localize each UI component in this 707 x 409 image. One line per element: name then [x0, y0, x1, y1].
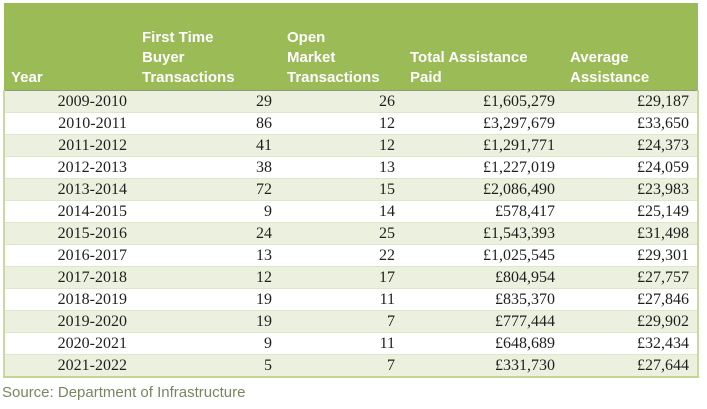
table-row: 2018-2019 19 11 £835,370 £27,846 — [3, 288, 699, 311]
table-row: 2016-2017 13 22 £1,025,545 £29,301 — [3, 244, 699, 267]
assistance-table: Year First Time Buyer Transactions Open … — [3, 3, 699, 378]
cell-total-assistance-paid: £1,291,771 — [403, 134, 563, 157]
cell-total-assistance-paid: £835,370 — [403, 288, 563, 311]
cell-first-time-buyer-transactions: 86 — [135, 112, 280, 135]
cell-open-market-transactions: 25 — [280, 222, 403, 245]
cell-average-assistance: £33,650 — [563, 112, 699, 135]
cell-first-time-buyer-transactions: 38 — [135, 156, 280, 179]
cell-year: 2014-2015 — [3, 200, 135, 223]
cell-average-assistance: £29,301 — [563, 244, 699, 267]
cell-open-market-transactions: 26 — [280, 90, 403, 113]
cell-year: 2016-2017 — [3, 244, 135, 267]
table-row: 2010-2011 86 12 £3,297,679 £33,650 — [3, 112, 699, 135]
cell-total-assistance-paid: £578,417 — [403, 200, 563, 223]
cell-year: 2019-2020 — [3, 310, 135, 333]
cell-year: 2018-2019 — [3, 288, 135, 311]
table-row: 2021-2022 5 7 £331,730 £27,644 — [3, 354, 699, 378]
cell-average-assistance: £29,187 — [563, 90, 699, 113]
cell-first-time-buyer-transactions: 72 — [135, 178, 280, 201]
cell-average-assistance: £27,644 — [563, 354, 699, 378]
col-header-total-assistance-paid: Total Assistance Paid — [403, 3, 563, 91]
cell-year: 2015-2016 — [3, 222, 135, 245]
table-row: 2015-2016 24 25 £1,543,393 £31,498 — [3, 222, 699, 245]
cell-year: 2011-2012 — [3, 134, 135, 157]
table-row: 2017-2018 12 17 £804,954 £27,757 — [3, 266, 699, 289]
cell-total-assistance-paid: £1,605,279 — [403, 90, 563, 113]
col-header-year: Year — [4, 3, 135, 91]
cell-first-time-buyer-transactions: 19 — [135, 288, 280, 311]
table-body: 2009-2010 29 26 £1,605,279 £29,187 2010-2011 8… — [3, 90, 699, 378]
cell-total-assistance-paid: £648,689 — [403, 332, 563, 355]
cell-open-market-transactions: 13 — [280, 156, 403, 179]
col-header-average-assistance: Average Assistance — [563, 3, 698, 91]
cell-total-assistance-paid: £804,954 — [403, 266, 563, 289]
table-row: 2009-2010 29 26 £1,605,279 £29,187 — [3, 90, 699, 113]
cell-year: 2020-2021 — [3, 332, 135, 355]
cell-open-market-transactions: 7 — [280, 354, 403, 378]
cell-total-assistance-paid: £1,025,545 — [403, 244, 563, 267]
cell-first-time-buyer-transactions: 12 — [135, 266, 280, 289]
cell-year: 2021-2022 — [3, 354, 135, 378]
cell-open-market-transactions: 11 — [280, 332, 403, 355]
cell-year: 2013-2014 — [3, 178, 135, 201]
cell-total-assistance-paid: £3,297,679 — [403, 112, 563, 135]
table-row: 2014-2015 9 14 £578,417 £25,149 — [3, 200, 699, 223]
cell-first-time-buyer-transactions: 5 — [135, 354, 280, 378]
cell-first-time-buyer-transactions: 24 — [135, 222, 280, 245]
cell-first-time-buyer-transactions: 41 — [135, 134, 280, 157]
cell-average-assistance: £27,846 — [563, 288, 699, 311]
cell-total-assistance-paid: £2,086,490 — [403, 178, 563, 201]
cell-open-market-transactions: 7 — [280, 310, 403, 333]
cell-average-assistance: £25,149 — [563, 200, 699, 223]
cell-average-assistance: £32,434 — [563, 332, 699, 355]
cell-total-assistance-paid: £331,730 — [403, 354, 563, 378]
cell-open-market-transactions: 12 — [280, 134, 403, 157]
cell-average-assistance: £24,373 — [563, 134, 699, 157]
cell-average-assistance: £24,059 — [563, 156, 699, 179]
cell-total-assistance-paid: £1,227,019 — [403, 156, 563, 179]
cell-first-time-buyer-transactions: 9 — [135, 332, 280, 355]
cell-year: 2012-2013 — [3, 156, 135, 179]
cell-first-time-buyer-transactions: 13 — [135, 244, 280, 267]
cell-average-assistance: £31,498 — [563, 222, 699, 245]
cell-open-market-transactions: 12 — [280, 112, 403, 135]
cell-year: 2010-2011 — [3, 112, 135, 135]
cell-total-assistance-paid: £777,444 — [403, 310, 563, 333]
cell-open-market-transactions: 15 — [280, 178, 403, 201]
cell-average-assistance: £27,757 — [563, 266, 699, 289]
cell-year: 2017-2018 — [3, 266, 135, 289]
cell-open-market-transactions: 17 — [280, 266, 403, 289]
table-row: 2019-2020 19 7 £777,444 £29,902 — [3, 310, 699, 333]
table-row: 2012-2013 38 13 £1,227,019 £24,059 — [3, 156, 699, 179]
cell-year: 2009-2010 — [3, 90, 135, 113]
col-header-first-time-buyer-transactions: First Time Buyer Transactions — [135, 3, 280, 91]
col-header-open-market-transactions: Open Market Transactions — [280, 3, 403, 91]
table-row: 2013-2014 72 15 £2,086,490 £23,983 — [3, 178, 699, 201]
table-header: Year First Time Buyer Transactions Open … — [4, 3, 698, 91]
cell-first-time-buyer-transactions: 9 — [135, 200, 280, 223]
cell-total-assistance-paid: £1,543,393 — [403, 222, 563, 245]
header-row: Year First Time Buyer Transactions Open … — [4, 3, 698, 91]
cell-first-time-buyer-transactions: 19 — [135, 310, 280, 333]
cell-open-market-transactions: 22 — [280, 244, 403, 267]
cell-open-market-transactions: 14 — [280, 200, 403, 223]
table-row: 2020-2021 9 11 £648,689 £32,434 — [3, 332, 699, 355]
cell-average-assistance: £29,902 — [563, 310, 699, 333]
cell-first-time-buyer-transactions: 29 — [135, 90, 280, 113]
cell-average-assistance: £23,983 — [563, 178, 699, 201]
table-row: 2011-2012 41 12 £1,291,771 £24,373 — [3, 134, 699, 157]
source-note: Source: Department of Infrastructure — [2, 384, 246, 401]
cell-open-market-transactions: 11 — [280, 288, 403, 311]
